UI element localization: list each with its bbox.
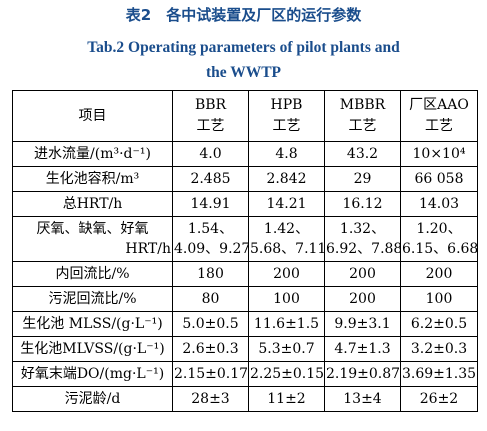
row-param: 生化池容积/m³ [12, 166, 173, 192]
header-hpb-line2: 工艺 [272, 118, 301, 134]
table-row: 内回流比/% 180 200 200 200 [12, 261, 478, 287]
table-cell: 200 [400, 261, 478, 287]
row-param-line2: HRT/h [125, 241, 171, 257]
row-param: 进水流量/(m³·d⁻¹) [12, 141, 173, 167]
table-cell: 200 [324, 261, 401, 287]
cell-line1: 1.54、 [187, 221, 234, 237]
table-cell: 80 [172, 286, 249, 312]
header-aao-line1: 厂区AAO [409, 97, 469, 113]
table-title-en: Tab.2 Operating parameters of pilot plan… [87, 39, 400, 81]
table-row: 生化池容积/m³ 2.485 2.842 29 66 058 [12, 166, 478, 192]
table-cell: 9.9±3.1 [324, 311, 401, 337]
row-param: 污泥回流比/% [12, 286, 173, 312]
header-param: 项目 [12, 90, 173, 142]
table-cell: 4.8 [248, 141, 325, 167]
table-row: 总HRT/h 14.91 14.21 16.12 14.03 [12, 191, 478, 217]
table-cell: 200 [248, 261, 325, 287]
table-cell: 1.54、 4.09、9.27 [172, 216, 249, 262]
table-cell: 2.25±0.15 [248, 361, 325, 387]
cell-line1: 1.42、 [263, 221, 310, 237]
table-cell: 2.6±0.3 [172, 336, 249, 362]
table-cell: 66 058 [400, 166, 478, 192]
cell-line2: 6.92、7.88 [326, 241, 401, 257]
table-cell: 13±4 [324, 386, 401, 412]
header-hpb: HPB 工艺 [248, 90, 325, 142]
row-param: 好氧末端DO/(mg·L⁻¹) [12, 361, 173, 387]
table-cell: 1.20、 6.15、6.68 [400, 216, 478, 262]
table-cell: 43.2 [324, 141, 401, 167]
header-bbr-line2: 工艺 [196, 118, 225, 134]
row-param: 生化池MLVSS/(g·L⁻¹) [12, 336, 173, 362]
cell-line1: 1.32、 [339, 221, 386, 237]
header-aao: 厂区AAO 工艺 [400, 90, 478, 142]
table-row: 厌氧、缺氧、好氧 HRT/h 1.54、 4.09、9.27 1.42、 5.6… [12, 216, 478, 262]
table-cell: 5.3±0.7 [248, 336, 325, 362]
row-param: 总HRT/h [12, 191, 173, 217]
table-row: 生化池 MLSS/(g·L⁻¹) 5.0±0.5 11.6±1.5 9.9±3.… [12, 311, 478, 337]
table-row: 污泥龄/d 28±3 11±2 13±4 26±2 [12, 386, 478, 412]
table-cell: 180 [172, 261, 249, 287]
table-cell: 2.485 [172, 166, 249, 192]
table-cell: 28±3 [172, 386, 249, 412]
header-mbbr: MBBR 工艺 [324, 90, 401, 142]
header-aao-line2: 工艺 [425, 118, 453, 134]
table-cell: 10×10⁴ [400, 141, 478, 167]
table-row: 进水流量/(m³·d⁻¹) 4.0 4.8 43.2 10×10⁴ [12, 141, 478, 167]
table-cell: 26±2 [400, 386, 478, 412]
table-cell: 1.32、 6.92、7.88 [324, 216, 401, 262]
table-cell: 100 [248, 286, 325, 312]
row-param: 生化池 MLSS/(g·L⁻¹) [12, 311, 173, 337]
table-row: 好氧末端DO/(mg·L⁻¹) 2.15±0.17 2.25±0.15 2.19… [12, 361, 478, 387]
header-mbbr-line1: MBBR [339, 97, 386, 113]
header-mbbr-line2: 工艺 [348, 118, 377, 134]
row-param: 内回流比/% [12, 261, 173, 287]
table-cell: 4.0 [172, 141, 249, 167]
table-title-cn: 表2 各中试装置及厂区的运行参数 [125, 6, 362, 24]
table-row: 污泥回流比/% 80 100 200 100 [12, 286, 478, 312]
table-cell: 11±2 [248, 386, 325, 412]
table-cell: 200 [324, 286, 401, 312]
table-cell: 2.842 [248, 166, 325, 192]
table-cell: 14.21 [248, 191, 325, 217]
table-cell: 2.15±0.17 [172, 361, 249, 387]
table-cell: 14.03 [400, 191, 478, 217]
table-header-row: 项目 BBR 工艺 HPB 工艺 MBBR 工艺 厂区AAO 工艺 [12, 90, 478, 142]
cell-line2: 6.15、6.68 [402, 241, 478, 257]
table-cell: 3.2±0.3 [400, 336, 478, 362]
header-bbr-line1: BBR [194, 97, 227, 113]
header-bbr: BBR 工艺 [172, 90, 249, 142]
table-cell: 3.69±1.35 [400, 361, 478, 387]
table-cell: 4.7±1.3 [324, 336, 401, 362]
table-cell: 16.12 [324, 191, 401, 217]
operating-parameters-table: 项目 BBR 工艺 HPB 工艺 MBBR 工艺 厂区AAO 工艺 进水流量/(… [12, 90, 478, 412]
table-cell: 100 [400, 286, 478, 312]
table-cell: 14.91 [172, 191, 249, 217]
table-row: 生化池MLVSS/(g·L⁻¹) 2.6±0.3 5.3±0.7 4.7±1.3… [12, 336, 478, 362]
row-param: 污泥龄/d [12, 386, 173, 412]
table-cell: 11.6±1.5 [248, 311, 325, 337]
table-cell: 5.0±0.5 [172, 311, 249, 337]
header-hpb-line1: HPB [270, 97, 303, 113]
row-param: 厌氧、缺氧、好氧 HRT/h [12, 216, 173, 262]
row-param-line1: 厌氧、缺氧、好氧 [36, 221, 149, 237]
table-cell: 6.2±0.5 [400, 311, 478, 337]
table-cell: 2.19±0.87 [324, 361, 401, 387]
table-cell: 1.42、 5.68、7.11 [248, 216, 325, 262]
table-cell: 29 [324, 166, 401, 192]
cell-line2: 4.09、9.27 [174, 241, 249, 257]
cell-line1: 1.20、 [416, 221, 462, 237]
cell-line2: 5.68、7.11 [250, 241, 325, 257]
